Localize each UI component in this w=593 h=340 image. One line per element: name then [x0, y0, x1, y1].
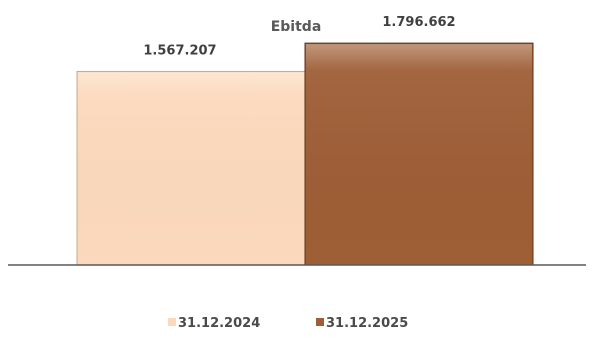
bar-highlight-31-12-2025 [306, 44, 532, 264]
bars-layer [76, 42, 534, 266]
bar-highlight-31-12-2024 [78, 72, 304, 264]
data-labels-layer: 1.567.207 1.796.662 [143, 15, 455, 58]
data-label-31-12-2024: 1.567.207 [143, 43, 216, 58]
chart-title: Ebitda [271, 19, 322, 35]
legend-swatch-2025 [316, 318, 324, 326]
legend-swatch-2024 [168, 318, 176, 326]
data-label-31-12-2025: 1.796.662 [382, 15, 455, 30]
chart-legend: 31.12.2024 31.12.2025 [168, 316, 408, 331]
legend-label-2024: 31.12.2024 [178, 316, 260, 331]
legend-label-2025: 31.12.2025 [326, 316, 408, 331]
